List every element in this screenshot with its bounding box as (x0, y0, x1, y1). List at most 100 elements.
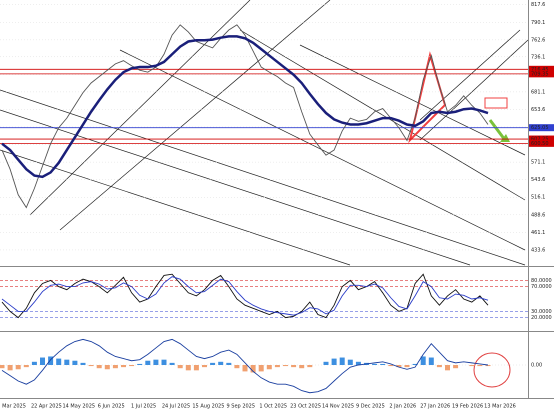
histogram-bar (347, 359, 353, 365)
histogram-bar (72, 360, 78, 365)
histogram-bar (137, 363, 143, 365)
histogram-bar (31, 361, 37, 365)
histogram-bar (210, 362, 216, 365)
x-tick-label: 27 Jan 2026 (420, 404, 450, 410)
y-tick-label: 681.1 (531, 89, 545, 95)
histogram-bar (477, 365, 483, 367)
histogram-bar (258, 365, 264, 372)
histogram-bar (453, 365, 459, 369)
level-label: 709.35 (531, 71, 549, 77)
y-tick-label: 488.6 (531, 212, 545, 218)
level-label: 600.50 (531, 141, 549, 147)
histogram-bar (218, 361, 224, 365)
x-tick-label: 14 May 2025 (62, 404, 95, 410)
histogram-bar (355, 361, 361, 365)
histogram-bar (161, 359, 167, 365)
histogram-bar (88, 365, 94, 367)
y-tick-label: 653.6 (531, 107, 545, 113)
y-tick-label: 461.1 (531, 230, 545, 236)
histogram-bar (7, 365, 13, 371)
x-tick-label: 19 Feb 2026 (452, 404, 483, 410)
x-tick-label: 6 Jun 2025 (98, 404, 125, 410)
x-tick-label: 1 Oct 2025 (259, 404, 287, 410)
histogram-bar (436, 365, 442, 368)
histogram-bar (64, 359, 70, 365)
level-label: 607.25 (531, 137, 549, 143)
histogram-bar (266, 365, 272, 370)
histogram-bar (80, 362, 86, 365)
x-tick-label: 23 Oct 2025 (290, 404, 321, 410)
y-tick-label: 790.1 (531, 20, 545, 26)
histogram-bar (169, 362, 175, 365)
histogram-bar (226, 362, 232, 365)
histogram-bar (396, 365, 402, 368)
histogram-bar (234, 365, 240, 369)
x-tick-label: Mar 2025 (2, 404, 26, 410)
histogram-bar (307, 365, 313, 368)
histogram-bar (104, 365, 110, 370)
x-tick-label: 13 Mar 2026 (484, 404, 516, 410)
x-tick-label: 15 Aug 2025 (192, 404, 224, 410)
histogram-bar (469, 365, 475, 367)
level-tag (529, 124, 554, 132)
series-line (1, 24, 489, 209)
histogram-bar (372, 363, 378, 365)
histogram-bar (112, 365, 118, 369)
series-line (1, 276, 489, 316)
histogram-bar (121, 365, 126, 368)
y-tick-label: 736.1 (531, 54, 545, 60)
histogram-bar (485, 365, 491, 367)
histogram-bar (323, 361, 329, 365)
histogram-bar (202, 365, 207, 368)
histogram-bar (193, 365, 199, 371)
level-tag (529, 139, 554, 147)
histogram-bar (145, 360, 151, 365)
histogram-bar (56, 358, 62, 365)
y-tick-label: 433.6 (531, 247, 545, 253)
histogram-bar (96, 365, 102, 369)
histogram-bar (177, 365, 183, 369)
x-tick-label: 22 Apr 2025 (31, 404, 62, 410)
x-tick-label: 24 Jul 2025 (162, 404, 190, 410)
histogram-bar (40, 357, 45, 365)
y-tick-label: 20.0000 (531, 315, 552, 321)
y-tick-label: 80.0000 (531, 278, 552, 284)
histogram-bar (299, 365, 305, 369)
histogram-bar (185, 365, 191, 371)
histogram-bar (420, 356, 426, 365)
x-tick-label: 14 Nov 2025 (322, 404, 354, 410)
histogram-bar (380, 363, 386, 365)
level-tag (529, 135, 554, 143)
histogram-bar (23, 365, 29, 368)
level-tag (529, 70, 554, 78)
y-tick-label: 30.0000 (531, 309, 552, 315)
histogram-bar (15, 365, 21, 370)
histogram-bar (242, 365, 248, 372)
series-line (1, 338, 489, 394)
histogram-bar (339, 357, 345, 365)
histogram-bar (388, 365, 394, 367)
histogram-bar (0, 365, 5, 369)
histogram-bar (48, 356, 54, 365)
histogram-bar (291, 365, 297, 368)
x-tick-label: 1 Jul 2025 (131, 404, 156, 410)
x-tick-label: 9 Sep 2025 (227, 404, 256, 410)
x-tick-label: 2 Jan 2026 (389, 404, 416, 410)
level-label: 625.05 (531, 125, 549, 131)
y-tick-label: 571.1 (531, 160, 545, 166)
level-label: 716.45 (531, 67, 549, 73)
histogram-bar (331, 358, 337, 365)
y-tick-label: 516.1 (531, 195, 545, 201)
y-tick-label: 70.0000 (531, 284, 552, 290)
histogram-bar (404, 365, 410, 368)
histogram-bar (129, 365, 135, 367)
histogram-bar (428, 357, 434, 365)
histogram-bar (283, 365, 288, 367)
histogram-bar (412, 363, 418, 365)
histogram-bar (445, 365, 450, 371)
x-tick-label: 9 Dec 2025 (356, 404, 385, 410)
histogram-bar (250, 365, 256, 373)
histogram-bar (274, 365, 280, 368)
